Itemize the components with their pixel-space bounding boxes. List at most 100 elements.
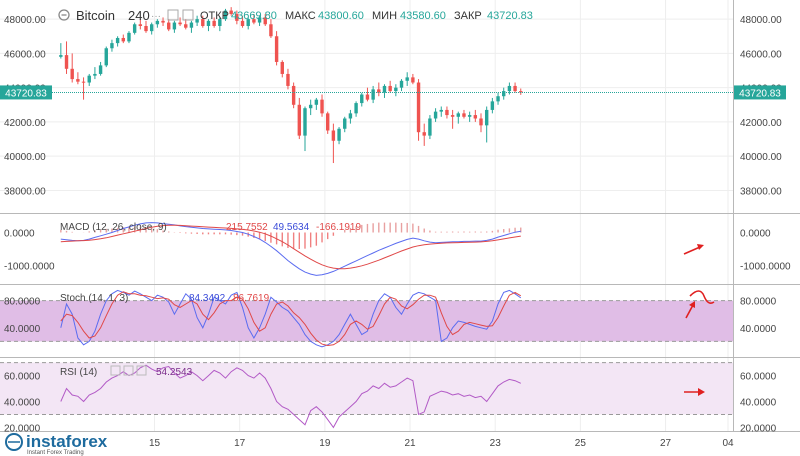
candle-body [422,132,426,136]
rsi-close-icon[interactable] [136,365,147,376]
grid [0,0,733,432]
price-tick-label: 38000.00 [740,186,782,197]
macd-tick-label: 0.0000 [740,229,771,240]
brand-text: instaforex [26,432,108,451]
candle-body [416,82,421,133]
rsi-band [0,362,733,415]
price-tick-label: 48000.00 [740,15,782,26]
time-tick-label: 23 [490,438,502,449]
candle-body [502,91,506,97]
candle-body [252,19,256,23]
candle-body [507,85,512,92]
collapse-icon[interactable] [58,9,70,21]
candle-body [98,65,103,74]
dots-icon[interactable]: ··· [151,11,161,22]
candle-body [201,19,205,26]
rsi-tick-label-left: 60.0000 [4,372,41,383]
stoch-arrow-icon [685,301,695,319]
candle-body [138,24,143,26]
candle-body [110,43,114,49]
high-value: 43800.60 [318,10,364,22]
candle-body [149,24,154,32]
candle-body [144,25,148,32]
candle-body [229,10,233,14]
rsi-settings-icon[interactable] [123,365,134,376]
candle-body [320,99,324,114]
stoch-band [0,300,733,342]
open-value: 43669.80 [231,10,277,22]
macd-axis: 0.0000 0.0000 -1000.0000 -1000.0000 [4,229,791,273]
interval-label: 240 [128,8,150,23]
candle-body [484,109,489,126]
candle-body [331,130,336,141]
candle-body [223,10,228,20]
rsi-value: 54.2543 [156,367,193,378]
candle-body [257,17,262,23]
macd-tick-label: -1000.0000 [740,262,791,273]
rsi-tick-label: 60.0000 [740,372,777,383]
rsi-eye-icon[interactable] [110,365,121,376]
candle-body [360,94,364,104]
stoch-tick-label-left: 80.0000 [4,297,41,308]
macd-value-histogram: 215.7552 [226,222,268,233]
candle-body [246,19,250,26]
stoch-legend: Stoch (14, 1, 3) 84.3492 86.7619 [60,293,270,304]
candle-body [115,37,120,44]
candle-body [218,19,222,26]
candle-body [155,20,160,25]
candle-body [450,115,455,117]
candle-body [127,32,131,42]
price-tick-label-left: 38000.00 [4,186,46,197]
indicator-bands [0,300,733,415]
candle-body [371,89,375,100]
rsi-tick-label-left: 20.0000 [4,423,41,434]
candle-body [411,77,415,83]
stoch-tick-label: 80.0000 [740,297,777,308]
macd-tick-label-left: 0.0000 [4,229,35,240]
candle-body [377,89,381,93]
time-tick-label: 04 [722,438,734,449]
close-series-icon[interactable] [182,9,194,21]
candle-body [433,111,438,119]
candle-body [240,20,245,26]
candle-body [280,61,284,74]
rsi-tick-label: 20.0000 [740,423,777,434]
price-tick-label: 40000.00 [740,152,782,163]
last-price-right-label: 43720.83 [739,88,781,99]
watermark-logo: instaforex Instant Forex Trading [5,432,108,456]
candle-body [354,103,358,114]
candle-body [479,118,483,126]
price-tick-label-left: 48000.00 [4,15,46,26]
candle-body [382,85,387,93]
stoch-value-d: 86.7619 [233,293,270,304]
candle-body [132,24,137,33]
pane-separators [0,0,800,432]
candle-body [394,87,398,92]
candle-body [439,109,443,112]
candle-body [519,91,523,93]
candle-body [70,68,74,80]
settings-icon[interactable] [167,9,179,21]
candle-body [291,85,296,105]
time-tick-label: 15 [149,438,161,449]
stoch-value-k: 84.3492 [189,293,226,304]
stoch-axis: 80.0000 80.0000 40.0000 40.0000 [4,297,777,335]
candle-body [263,17,267,25]
macd-line [60,222,521,276]
price-tick-label-left: 40000.00 [4,152,46,163]
candle-body [212,20,216,26]
candle-body [274,36,279,62]
rsi-title: RSI (14) [60,367,97,378]
candle-body [76,79,80,82]
candle-body [184,24,188,28]
macd-tick-label-left: -1000.0000 [4,262,55,273]
candle-body [121,37,125,42]
candle-body [167,22,171,30]
symbol-name: Bitcoin [76,8,115,23]
last-price-tag-right: 43720.83 [734,85,786,100]
price-tick-label-left: 46000.00 [4,49,46,60]
candle-body [405,77,409,81]
candle-body [235,13,239,21]
